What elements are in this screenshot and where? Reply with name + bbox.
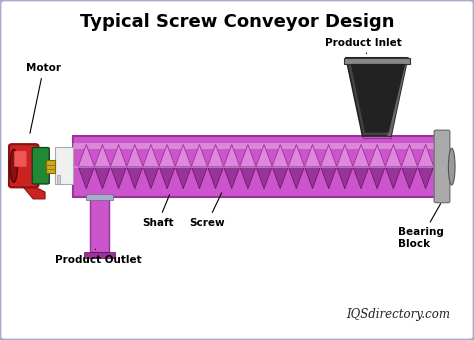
Polygon shape [288, 167, 304, 189]
Polygon shape [240, 144, 256, 167]
Polygon shape [224, 167, 240, 189]
Polygon shape [110, 167, 127, 189]
Bar [73, 136, 438, 197]
Polygon shape [191, 167, 208, 189]
Text: Motor: Motor [26, 63, 61, 133]
Polygon shape [385, 144, 401, 167]
Polygon shape [320, 167, 337, 189]
Polygon shape [78, 144, 94, 167]
Polygon shape [240, 167, 256, 189]
Polygon shape [256, 144, 272, 167]
Polygon shape [94, 167, 110, 189]
FancyBboxPatch shape [434, 130, 450, 203]
Polygon shape [256, 167, 272, 189]
Polygon shape [401, 167, 418, 189]
Polygon shape [175, 144, 191, 167]
Polygon shape [401, 144, 418, 167]
Bar [73, 143, 438, 150]
Text: IQSdirectory.com: IQSdirectory.com [346, 308, 450, 321]
Polygon shape [143, 167, 159, 189]
Polygon shape [353, 167, 369, 189]
Bar [57, 175, 60, 184]
Polygon shape [224, 144, 240, 167]
Bar [55, 147, 73, 184]
Polygon shape [346, 58, 408, 136]
Polygon shape [337, 144, 353, 167]
Bar [46, 160, 55, 173]
Bar [90, 197, 109, 252]
Polygon shape [320, 144, 337, 167]
Bar [363, 133, 391, 138]
Polygon shape [353, 144, 369, 167]
Polygon shape [385, 167, 401, 189]
Bar [344, 58, 410, 64]
Polygon shape [272, 167, 288, 189]
Polygon shape [337, 167, 353, 189]
Polygon shape [94, 144, 110, 167]
Polygon shape [175, 167, 191, 189]
Polygon shape [272, 144, 288, 167]
Bar [84, 252, 115, 258]
Polygon shape [78, 167, 94, 189]
Polygon shape [159, 167, 175, 189]
FancyBboxPatch shape [32, 148, 49, 184]
Text: Typical Screw Conveyor Design: Typical Screw Conveyor Design [80, 13, 394, 31]
Polygon shape [208, 144, 224, 167]
Polygon shape [288, 144, 304, 167]
Ellipse shape [10, 149, 18, 182]
Polygon shape [127, 144, 143, 167]
Polygon shape [127, 167, 143, 189]
Text: Screw: Screw [190, 193, 225, 228]
Polygon shape [369, 144, 385, 167]
Text: Product Outlet: Product Outlet [55, 249, 141, 265]
FancyBboxPatch shape [9, 144, 38, 187]
Text: Product Inlet: Product Inlet [325, 37, 401, 53]
Text: Bearing
Block: Bearing Block [398, 204, 444, 249]
Polygon shape [369, 167, 385, 189]
Polygon shape [19, 182, 45, 199]
Polygon shape [351, 64, 405, 133]
Bar [86, 194, 113, 200]
Polygon shape [143, 144, 159, 167]
Polygon shape [304, 144, 320, 167]
Polygon shape [418, 144, 434, 167]
Polygon shape [387, 58, 408, 136]
Ellipse shape [448, 148, 455, 185]
Text: Shaft: Shaft [142, 195, 174, 228]
Polygon shape [418, 167, 434, 189]
Polygon shape [304, 167, 320, 189]
FancyBboxPatch shape [14, 151, 27, 167]
Polygon shape [208, 167, 224, 189]
Polygon shape [110, 144, 127, 167]
Polygon shape [191, 144, 208, 167]
Polygon shape [159, 144, 175, 167]
